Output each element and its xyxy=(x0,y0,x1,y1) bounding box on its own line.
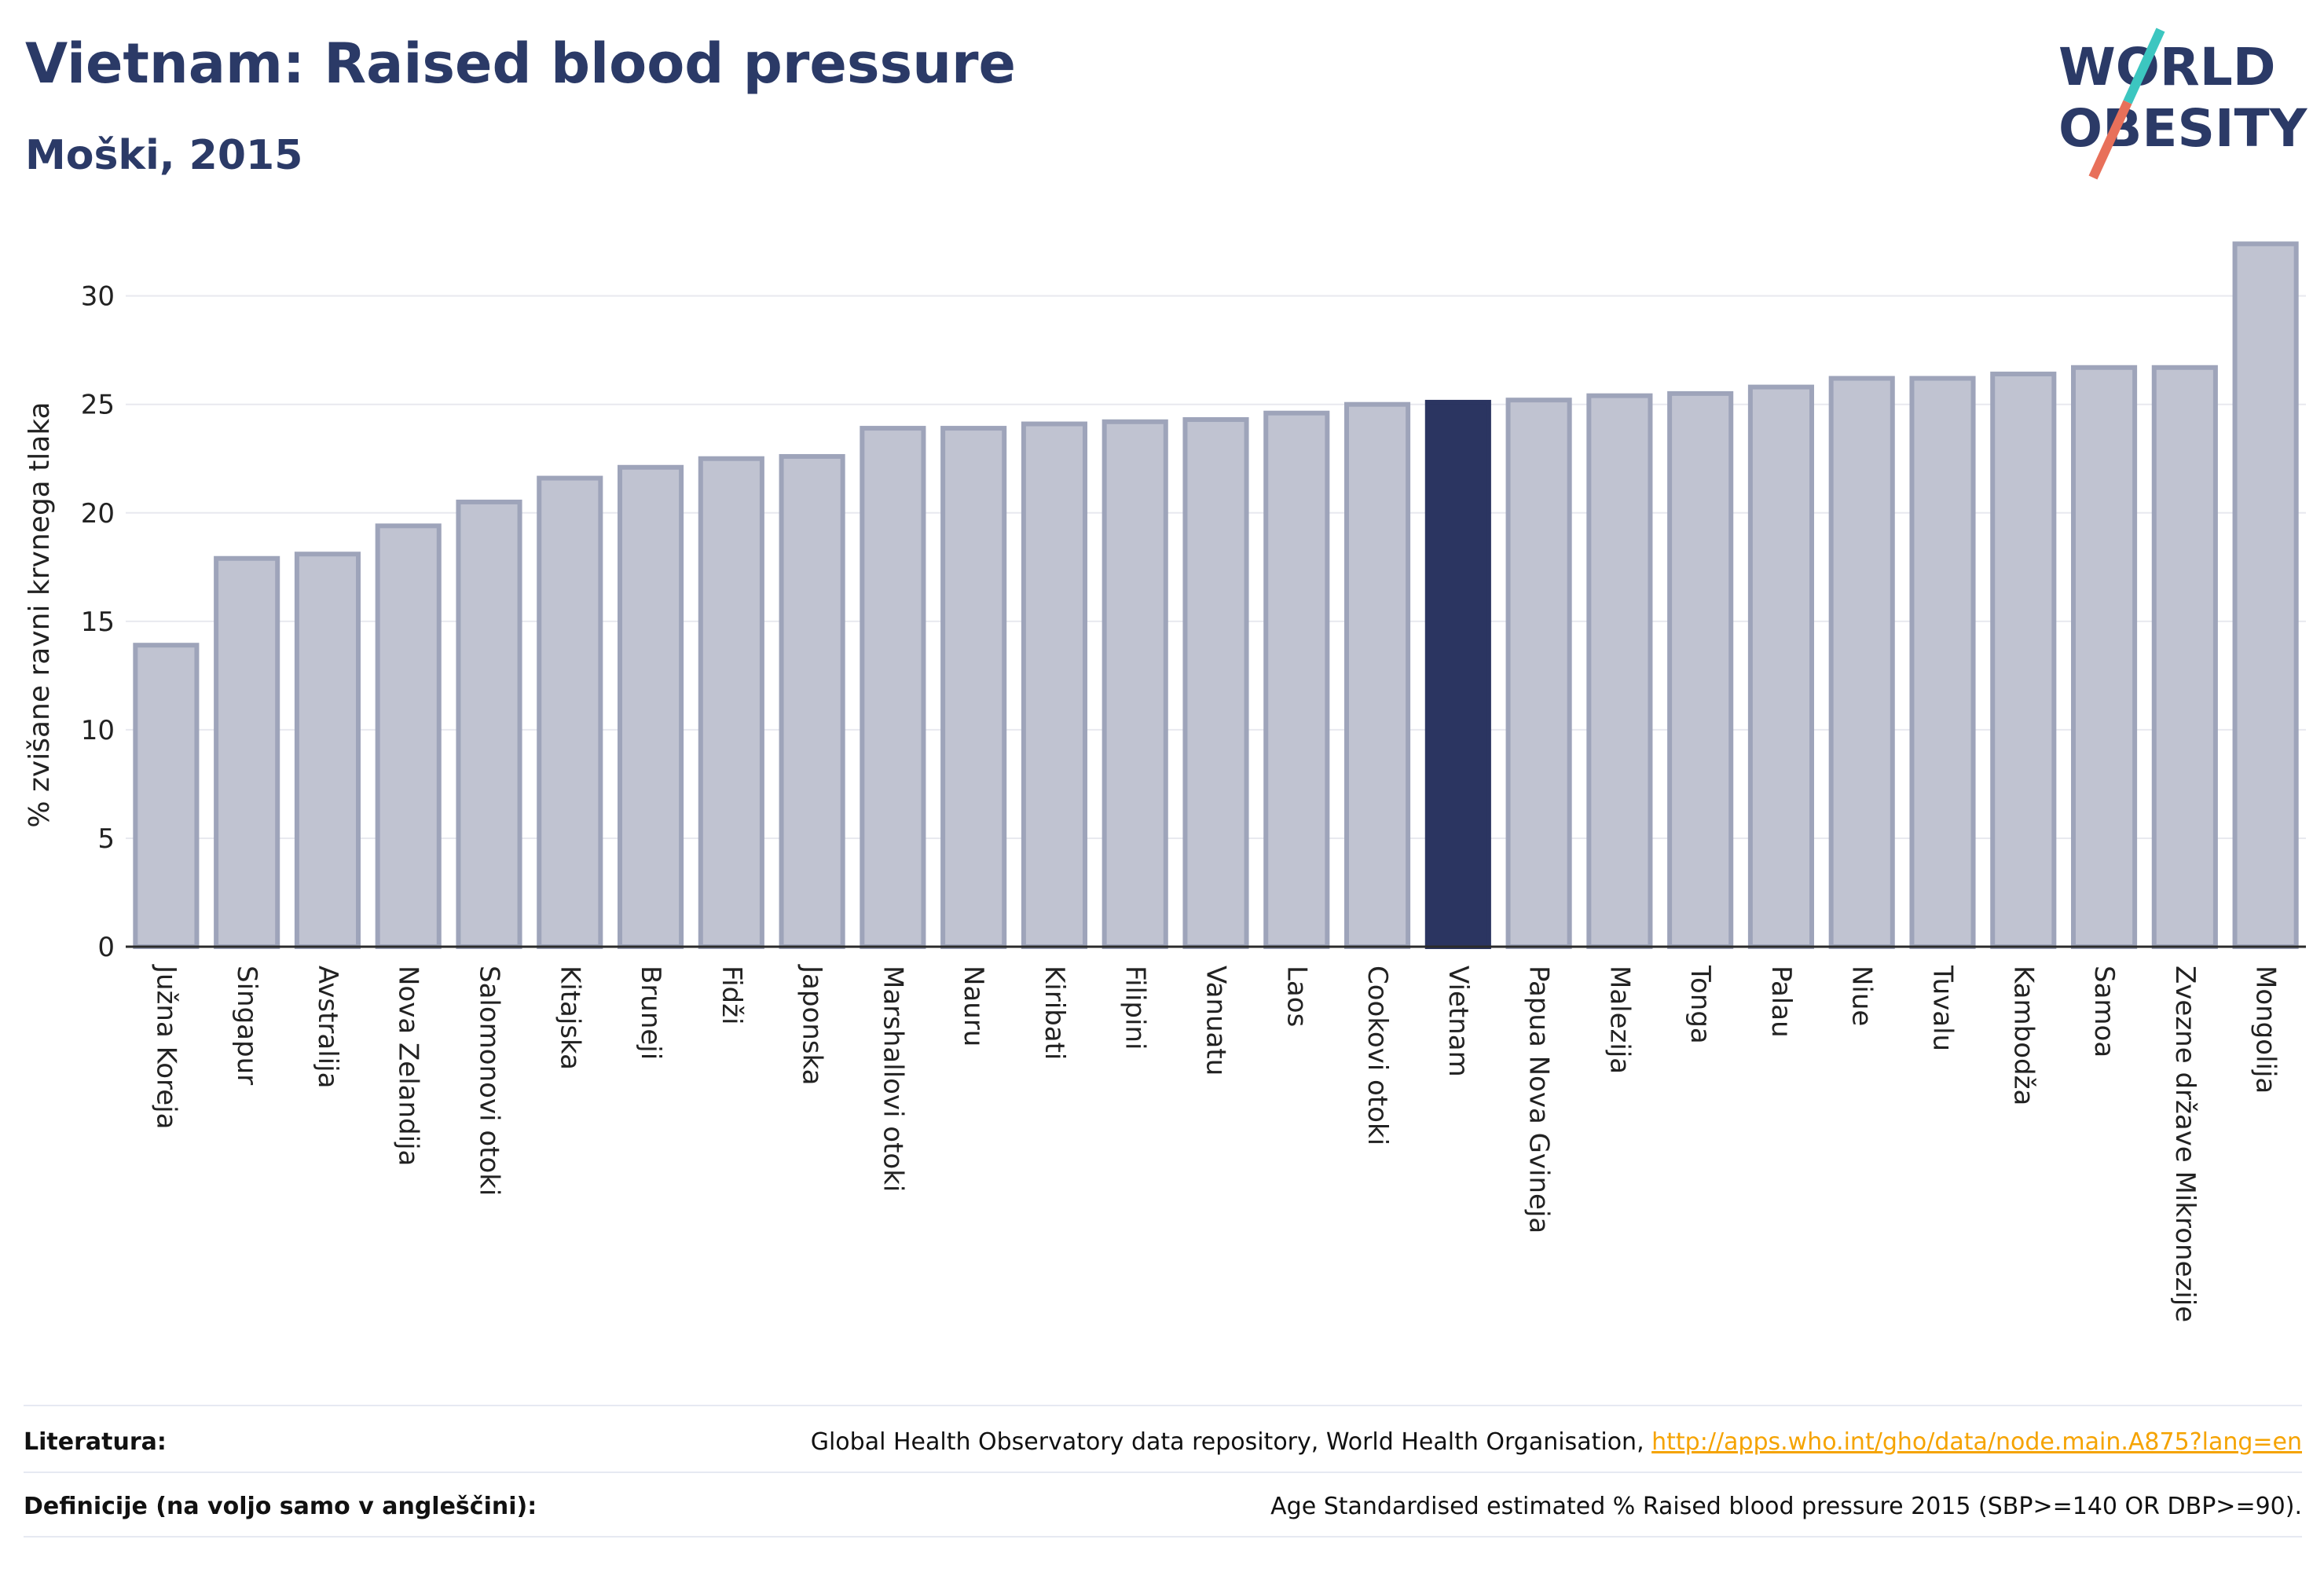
footer-divider-middle xyxy=(24,1472,2302,1473)
x-tick-label: Nauru xyxy=(958,966,989,1046)
x-tick-label: Tonga xyxy=(1684,965,1716,1044)
bar xyxy=(1990,372,2057,949)
x-tick-label: Filipini xyxy=(1120,966,1151,1050)
y-tick-label: 10 xyxy=(81,715,115,746)
bars xyxy=(133,241,2299,950)
bar xyxy=(537,475,603,949)
page-subtitle: Moški, 2015 xyxy=(25,132,303,179)
x-tick-label: Kitajska xyxy=(554,966,585,1070)
x-tick-label: Vietnam xyxy=(1442,966,1474,1077)
bar-highlighted xyxy=(1424,399,1491,949)
bar xyxy=(1828,376,1895,950)
logo-line-2: OBESITY xyxy=(2058,98,2308,159)
definitions-row: Definicije (na voljo samo v angleščini):… xyxy=(24,1475,2302,1538)
logo-line-1: WORLD xyxy=(2058,37,2276,97)
x-tick-label: Marshallovi otoki xyxy=(877,966,908,1192)
x-tick-label: Mongolija xyxy=(2250,966,2282,1094)
bar xyxy=(1182,417,1249,949)
x-tick-labels: Južna Koreja Singapur Avstralija Nova Zelan… xyxy=(150,964,2281,1322)
page-title: Vietnam: Raised blood pressure xyxy=(25,31,1017,96)
bar xyxy=(2071,365,2138,950)
x-tick-label: Samoa xyxy=(2088,966,2120,1057)
x-tick-label: Malezija xyxy=(1604,966,1635,1074)
bar xyxy=(2151,365,2218,950)
bar xyxy=(1344,401,1411,949)
x-tick-label: Tuvalu xyxy=(1927,965,1959,1051)
y-tick-label: 30 xyxy=(81,281,115,313)
x-tick-label: Vanuatu xyxy=(1200,966,1232,1076)
x-tick-label: Kambodža xyxy=(2007,966,2039,1105)
definitions-text: Age Standardised estimated % Raised bloo… xyxy=(1270,1492,2302,1520)
bar xyxy=(1909,376,1976,950)
bar xyxy=(779,453,845,949)
bar xyxy=(294,552,361,949)
bar xyxy=(1747,384,1815,949)
x-tick-label: Salomonovi otoki xyxy=(474,966,505,1196)
x-tick-label: Avstralija xyxy=(312,966,343,1088)
sources-row: Literatura: Global Health Observatory da… xyxy=(24,1410,2302,1473)
bar xyxy=(860,426,926,949)
bar xyxy=(133,643,200,949)
bar-chart: 0 5 10 15 20 25 30 Južna Koreja Singapur Avstral… xyxy=(24,241,2306,1322)
bar xyxy=(456,499,522,949)
bar xyxy=(1263,410,1330,949)
sources-value: Global Health Observatory data repositor… xyxy=(811,1428,2302,1456)
definitions-label: Definicije (na voljo samo v angleščini): xyxy=(24,1492,537,1520)
x-tick-label: Nova Zelandija xyxy=(393,966,424,1166)
x-tick-label: Laos xyxy=(1281,966,1312,1027)
y-axis-label: % zvišane ravni krvnega tlaka xyxy=(24,401,56,827)
x-tick-label: Niue xyxy=(1846,966,1878,1026)
logo-slash-top xyxy=(2123,27,2165,104)
y-tick-label: 20 xyxy=(81,498,115,530)
footer-divider-bottom xyxy=(24,1536,2302,1538)
bar xyxy=(375,523,442,949)
bar xyxy=(1586,393,1653,949)
x-tick-label: Južna Koreja xyxy=(150,964,181,1129)
bar xyxy=(1021,421,1088,949)
y-tick-label: 25 xyxy=(81,390,115,421)
sources-text: Global Health Observatory data repositor… xyxy=(810,1428,1652,1456)
sources-link[interactable]: http://apps.who.int/gho/data/node.main.A… xyxy=(1651,1428,2302,1456)
bar xyxy=(940,426,1007,949)
y-tick-label: 0 xyxy=(97,932,115,963)
x-tick-label: Fidži xyxy=(716,966,747,1024)
bar xyxy=(2232,241,2299,950)
y-tick-labels: 0 5 10 15 20 25 30 xyxy=(81,281,115,963)
x-tick-label: Singapur xyxy=(231,966,262,1085)
x-tick-label: Cookovi otoki xyxy=(1362,966,1393,1145)
footer-divider-top xyxy=(24,1405,2302,1406)
x-tick-label: Japonska xyxy=(797,964,828,1085)
bar xyxy=(618,464,684,949)
bar xyxy=(698,456,764,949)
sources-label: Literatura: xyxy=(24,1428,167,1456)
x-tick-label: Zvezne države Mikronezije xyxy=(2169,966,2201,1322)
logo-slash-bottom xyxy=(2088,100,2132,180)
y-tick-label: 15 xyxy=(81,607,115,638)
x-tick-label: Papua Nova Gvineja xyxy=(1523,966,1555,1233)
x-tick-label: Palau xyxy=(1765,966,1797,1038)
bar xyxy=(214,555,280,949)
bar xyxy=(1667,390,1734,949)
x-tick-label: Bruneji xyxy=(635,966,666,1060)
y-tick-label: 5 xyxy=(97,823,115,855)
bar xyxy=(1102,419,1168,949)
x-tick-label: Kiribati xyxy=(1039,966,1070,1060)
world-obesity-logo: WORLD OBESITY xyxy=(2058,27,2308,180)
bar xyxy=(1505,398,1572,950)
